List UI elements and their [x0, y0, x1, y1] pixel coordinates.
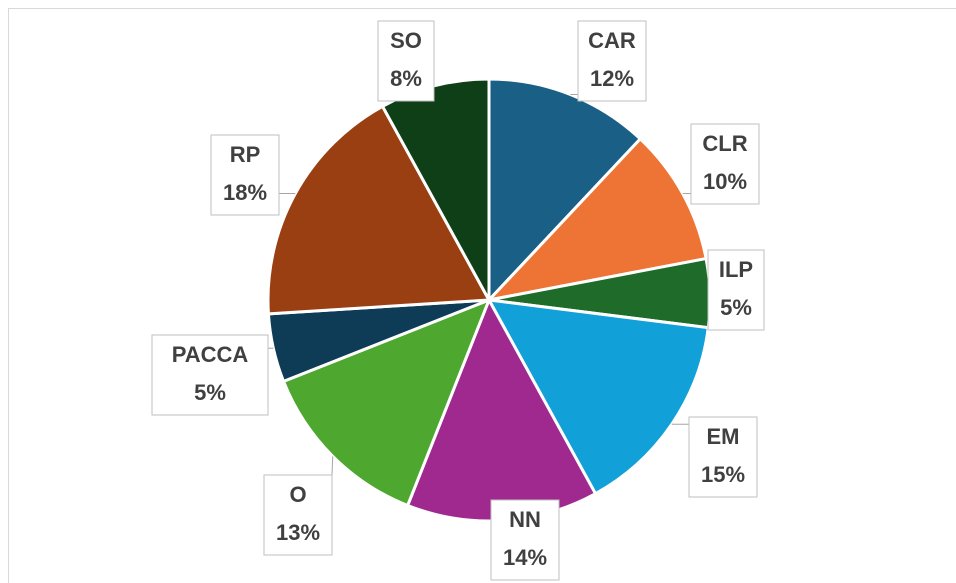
category-label: NN	[509, 507, 541, 532]
label-box	[151, 334, 269, 416]
label-box	[690, 123, 760, 205]
label-box	[210, 134, 280, 216]
label-box	[263, 474, 333, 556]
label-box	[688, 416, 758, 498]
value-label: 5%	[194, 380, 226, 405]
label-box	[707, 249, 765, 331]
category-label: O	[289, 482, 306, 507]
value-label: 8%	[390, 66, 422, 91]
value-label: 10%	[703, 169, 747, 194]
pie-slice	[266, 104, 492, 316]
chart-frame	[8, 8, 956, 583]
leader-line	[331, 456, 334, 476]
value-label: 15%	[701, 462, 745, 487]
category-label: CLR	[702, 131, 747, 156]
value-label: 14%	[503, 545, 547, 570]
category-label: CAR	[588, 28, 636, 53]
value-label: 12%	[590, 66, 634, 91]
pie-slice	[486, 298, 710, 496]
value-label: 13%	[276, 520, 320, 545]
category-label: PACCA	[172, 342, 249, 367]
value-label: 5%	[720, 295, 752, 320]
category-label: ILP	[719, 257, 753, 282]
value-label: 18%	[223, 180, 267, 205]
category-label: EM	[707, 424, 740, 449]
label-box	[577, 20, 647, 102]
pie-slice	[281, 297, 492, 508]
category-label: SO	[390, 28, 422, 53]
category-label: RP	[230, 142, 261, 167]
label-box	[490, 499, 560, 581]
label-box	[377, 20, 435, 102]
